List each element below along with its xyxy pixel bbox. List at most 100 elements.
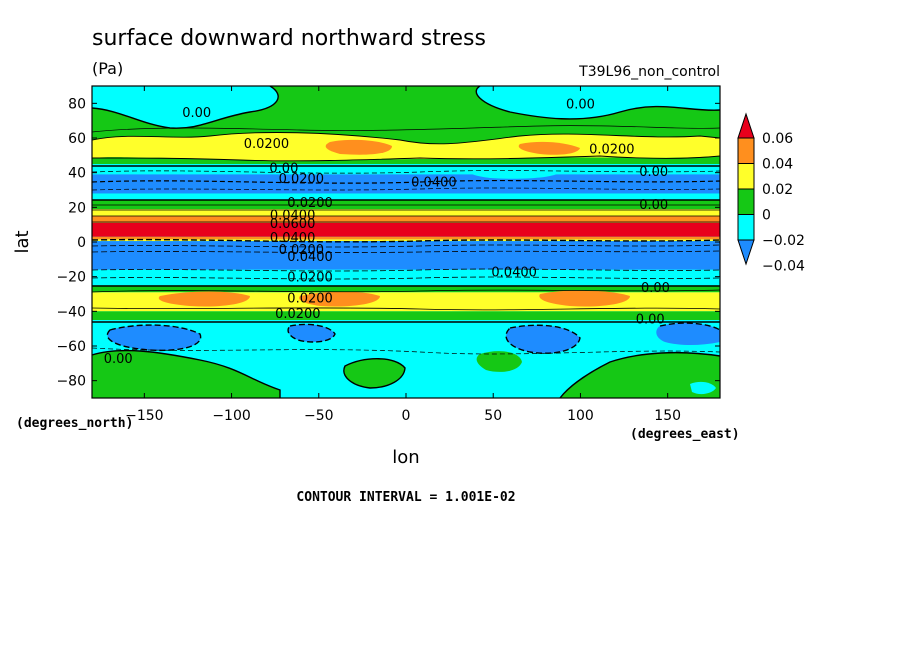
patch-blue-50s-d — [656, 323, 720, 345]
contour-yellow-top — [92, 132, 720, 145]
y-axis: 80 60 40 20 0 −20 −40 −60 −80 — [56, 96, 720, 390]
x-tick-label: 100 — [567, 408, 594, 424]
y-axis-title: lat — [12, 230, 33, 253]
x-tick-label: 0 — [402, 408, 411, 424]
contour-label: 0.0200 — [287, 291, 333, 306]
contour-eq-dash-a — [92, 238, 720, 243]
contour-dashed-a — [92, 170, 720, 174]
contour-label: 0.0400 — [287, 250, 333, 265]
contour-60s-dash — [92, 347, 720, 355]
colorbar-label: 0 — [762, 208, 771, 224]
contour-zero-n — [92, 86, 279, 129]
contour-34s-a — [92, 289, 720, 293]
colorbar-label: −0.02 — [762, 233, 805, 249]
patch-green-se — [560, 352, 720, 398]
contour-label-layer: 0.000.02000.000.02000.000.04000.02000.00… — [104, 97, 670, 367]
y-tick-label: −60 — [56, 339, 86, 355]
patch-cyan-ne — [476, 86, 720, 119]
band-yellow-17n — [92, 209, 720, 216]
colorbar-label: 0.02 — [762, 182, 793, 198]
contour-label: 0.00 — [269, 161, 298, 176]
x-axis: −150 −100 −50 0 50 100 150 — [125, 86, 681, 424]
colorbar-top-arrow — [737, 112, 755, 139]
contour-eq-dash-c — [92, 250, 720, 253]
contour-label: 0.00 — [641, 281, 670, 296]
y-tick-label: −80 — [56, 374, 86, 390]
band-orange-13n — [92, 216, 720, 223]
colorbar-segment — [737, 163, 755, 190]
colorbar-label: −0.04 — [762, 259, 805, 275]
contour-interval-footer: CONTOUR INTERVAL = 1.001E-02 — [296, 490, 515, 505]
colorbar-segment — [737, 214, 755, 241]
contour-label: 0.00 — [636, 312, 665, 327]
x-tick-label: 50 — [484, 408, 502, 424]
chart-title: surface downward northward stress — [92, 26, 486, 51]
colorbar-bottom-arrow — [737, 239, 755, 266]
colorbar-segment — [737, 188, 755, 215]
patch-blue-50s-c — [506, 325, 580, 354]
patch-cyan-se — [690, 381, 716, 395]
patch-cyan-in-blue — [469, 167, 560, 179]
colorbar-segment — [737, 137, 755, 164]
patch-orange-55n-b — [518, 141, 580, 155]
y-tick-label: 20 — [68, 200, 86, 216]
patch-cyan-nw — [92, 86, 279, 129]
patch-blue-50s-a — [107, 325, 201, 351]
patch-orange-34s-b — [299, 291, 380, 307]
contour-label: 0.0200 — [279, 172, 325, 187]
patch-blue-50s-b — [288, 324, 335, 342]
x-tick-label: −150 — [125, 408, 163, 424]
patch-orange-34s-a — [158, 291, 250, 307]
x-units-label: (degrees_east) — [630, 427, 740, 442]
colorbar-label: 0.06 — [762, 131, 793, 147]
y-tick-label: −40 — [56, 304, 86, 320]
contour-label: 0.00 — [182, 106, 211, 121]
contour-50s-dash-c — [287, 323, 336, 343]
contour-label: 0.00 — [566, 97, 595, 112]
contour-label: 0.0600 — [270, 217, 316, 232]
colorbar: 0.06 0.04 0.02 0 −0.02 −0.04 — [737, 112, 805, 275]
band-blue-35n — [92, 174, 720, 194]
band-green-43s — [92, 311, 720, 320]
x-axis-title: lon — [392, 447, 419, 468]
x-tick-label: −50 — [304, 408, 334, 424]
contour-34s-b — [92, 307, 720, 311]
contour-eq-dash-b — [92, 244, 720, 248]
contour-label: 0.0400 — [270, 231, 316, 246]
contour-label: 0.00 — [104, 352, 133, 367]
contour-label: 0.0200 — [244, 137, 290, 152]
band-red-6n — [92, 222, 720, 237]
patch-green-s-e1 — [476, 351, 522, 372]
plot-field — [92, 86, 720, 398]
band-green-27s — [92, 285, 720, 293]
contour-label: 0.0400 — [270, 208, 316, 223]
contour-zero-smid — [343, 358, 406, 389]
contour-lines — [92, 86, 720, 398]
contour-label: 0.0200 — [287, 196, 333, 211]
contour-label: 0.0200 — [589, 142, 635, 157]
band-yellow-1n — [92, 239, 720, 242]
contour-yellow-bottom — [92, 155, 720, 162]
y-tick-label: 40 — [68, 166, 86, 182]
contour-50s-dash-a — [106, 324, 202, 352]
contour-50s-dash-b — [505, 324, 581, 354]
patch-orange-34s-c — [539, 290, 630, 307]
patch-green-sw — [92, 350, 280, 398]
contour-15s-dash — [92, 268, 720, 272]
contour-thin-1 — [92, 125, 720, 133]
y-tick-label: −20 — [56, 270, 86, 286]
contour-20s-dash — [92, 276, 720, 280]
contour-dashed-c — [92, 187, 720, 191]
dataset-label: T39L96_non_control — [578, 64, 720, 80]
colorbar-label: 0.04 — [762, 157, 793, 173]
contour-label: 0.0200 — [287, 271, 333, 286]
contour-zero-se — [559, 351, 720, 398]
units-label: (Pa) — [92, 59, 123, 78]
patch-green-s-mid — [343, 358, 405, 388]
patch-orange-55n-a — [325, 139, 392, 155]
contour-dashed-b — [92, 179, 720, 184]
y-tick-label: 0 — [77, 235, 86, 251]
y-units-label: (degrees_north) — [16, 416, 133, 431]
contour-50s-dash-d — [659, 322, 720, 331]
